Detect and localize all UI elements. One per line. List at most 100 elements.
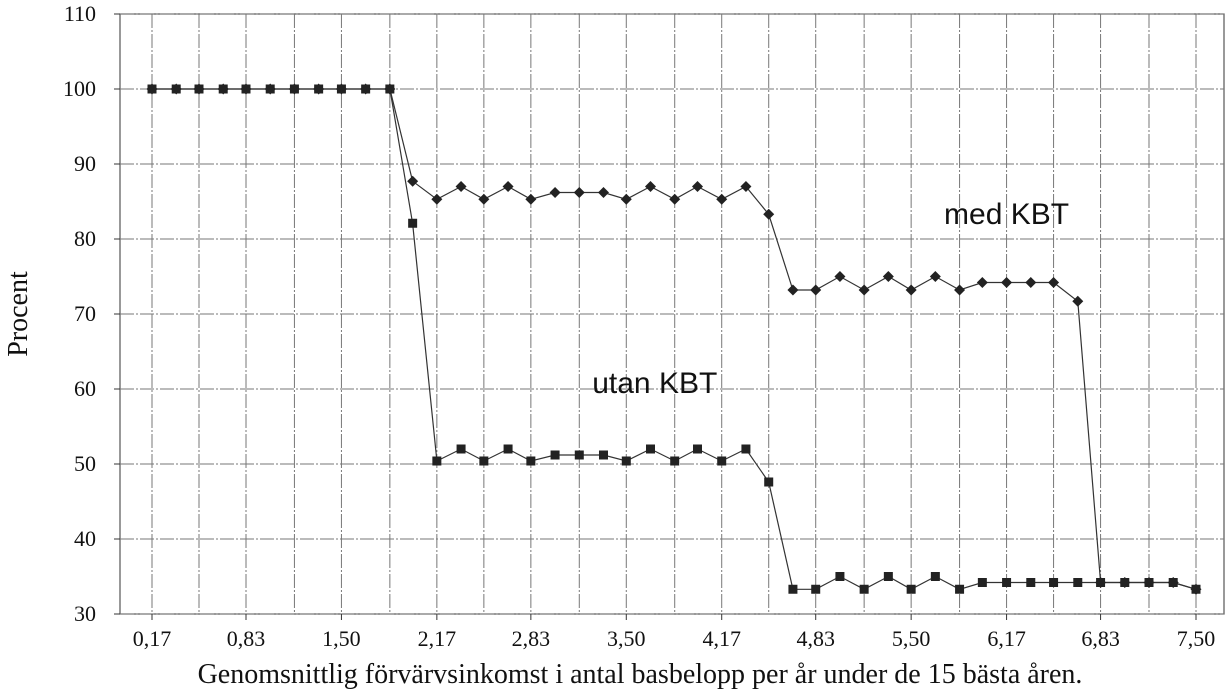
grid (120, 14, 1224, 614)
y-tick-label: 100 (63, 76, 96, 101)
point-med-kbt (906, 285, 917, 296)
point-utan-kbt (551, 451, 560, 460)
point-utan-kbt (1073, 578, 1082, 587)
point-utan-kbt (575, 451, 584, 460)
x-tick-label: 2,83 (512, 626, 551, 651)
point-utan-kbt (599, 451, 608, 460)
point-med-kbt (859, 285, 870, 296)
point-med-kbt (692, 181, 703, 192)
point-med-kbt (977, 277, 988, 288)
point-utan-kbt (479, 457, 488, 466)
series-label-med-kbt: med KBT (944, 198, 1069, 231)
point-med-kbt (503, 181, 514, 192)
point-utan-kbt (646, 445, 655, 454)
point-med-kbt (456, 181, 467, 192)
point-utan-kbt (314, 85, 323, 94)
point-utan-kbt (717, 457, 726, 466)
y-axis-title: Procent (3, 271, 34, 357)
y-tick-label: 50 (74, 451, 96, 476)
point-med-kbt (1025, 277, 1036, 288)
point-med-kbt (598, 187, 609, 198)
point-med-kbt (525, 194, 536, 205)
point-med-kbt (787, 285, 798, 296)
point-utan-kbt (788, 585, 797, 594)
x-tick-label: 0,83 (227, 626, 266, 651)
y-tick-label: 30 (74, 601, 96, 626)
point-utan-kbt (219, 85, 228, 94)
y-tick-label: 70 (74, 301, 96, 326)
point-med-kbt (669, 194, 680, 205)
point-utan-kbt (622, 457, 631, 466)
point-utan-kbt (693, 445, 702, 454)
point-utan-kbt (1144, 578, 1153, 587)
point-med-kbt (716, 194, 727, 205)
x-tick-label: 1,50 (322, 626, 361, 651)
series-annotations: med KBT utan KBT (592, 198, 1069, 400)
point-utan-kbt (884, 572, 893, 581)
point-med-kbt (810, 285, 821, 296)
y-tick-label: 40 (74, 526, 96, 551)
point-utan-kbt (242, 85, 251, 94)
point-utan-kbt (907, 585, 916, 594)
point-utan-kbt (457, 445, 466, 454)
point-med-kbt (1072, 296, 1083, 307)
point-utan-kbt (290, 85, 299, 94)
point-utan-kbt (1169, 578, 1178, 587)
point-utan-kbt (385, 85, 394, 94)
x-tick-label: 0,17 (133, 626, 172, 651)
y-tick-label: 90 (74, 151, 96, 176)
y-tick-label: 110 (64, 1, 96, 26)
x-tick-label: 4,17 (702, 626, 741, 651)
point-med-kbt (954, 285, 965, 296)
x-tick-label: 4,83 (796, 626, 835, 651)
x-tick-label: 6,83 (1081, 626, 1120, 651)
x-tick-label: 2,17 (418, 626, 457, 651)
point-med-kbt (550, 187, 561, 198)
series-label-utan-kbt: utan KBT (592, 367, 717, 400)
point-utan-kbt (670, 457, 679, 466)
point-med-kbt (407, 176, 418, 187)
point-utan-kbt (504, 445, 513, 454)
series-markers (147, 84, 1202, 595)
y-tick-label: 60 (74, 376, 96, 401)
point-med-kbt (574, 187, 585, 198)
point-utan-kbt (860, 585, 869, 594)
point-utan-kbt (361, 85, 370, 94)
point-med-kbt (645, 181, 656, 192)
point-utan-kbt (741, 445, 750, 454)
point-med-kbt (1001, 277, 1012, 288)
point-med-kbt (431, 194, 442, 205)
x-tick-label: 3,50 (607, 626, 646, 651)
point-utan-kbt (432, 457, 441, 466)
point-utan-kbt (1049, 578, 1058, 587)
x-tick-label: 5,50 (892, 626, 931, 651)
point-med-kbt (478, 194, 489, 205)
point-utan-kbt (195, 85, 204, 94)
x-axis-title: Genomsnittlig förvärvsinkomst i antal ba… (198, 659, 1083, 690)
point-utan-kbt (811, 585, 820, 594)
point-utan-kbt (172, 85, 181, 94)
point-utan-kbt (1096, 578, 1105, 587)
y-tick-label: 80 (74, 226, 96, 251)
point-med-kbt (621, 194, 632, 205)
point-utan-kbt (835, 572, 844, 581)
point-utan-kbt (526, 457, 535, 466)
point-utan-kbt (337, 85, 346, 94)
point-med-kbt (883, 271, 894, 282)
point-utan-kbt (266, 85, 275, 94)
point-med-kbt (1048, 277, 1059, 288)
point-utan-kbt (978, 578, 987, 587)
point-utan-kbt (1192, 585, 1201, 594)
point-utan-kbt (1026, 578, 1035, 587)
point-med-kbt (834, 271, 845, 282)
point-utan-kbt (931, 572, 940, 581)
point-utan-kbt (764, 478, 773, 487)
x-tick-label: 7,50 (1177, 626, 1216, 651)
point-med-kbt (930, 271, 941, 282)
point-utan-kbt (955, 585, 964, 594)
point-utan-kbt (408, 219, 417, 228)
x-axis: 0,17 0,83 1,50 2,17 2,83 3,50 4,17 4,83 5,50 6,17… (133, 614, 1216, 651)
point-utan-kbt (148, 85, 157, 94)
point-utan-kbt (1002, 578, 1011, 587)
